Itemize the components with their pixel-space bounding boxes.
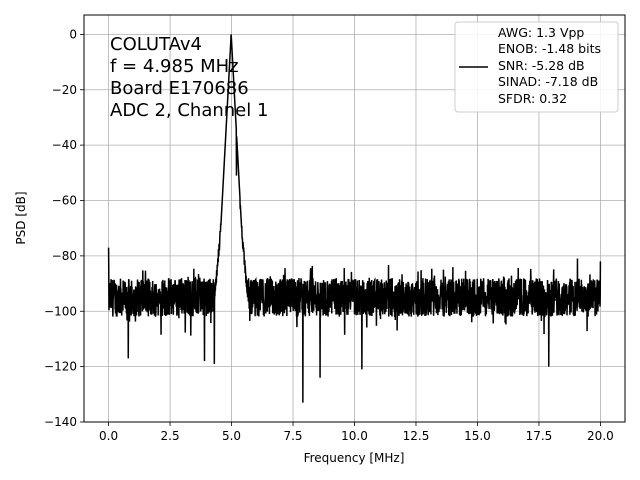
legend-entry: ENOB: -1.48 bits [498, 41, 601, 56]
x-tick-label: 12.5 [403, 429, 430, 443]
annotation-block: COLUTAv4 f = 4.985 MHz Board E170686 ADC… [110, 34, 268, 121]
y-tick-label: −120 [44, 360, 77, 374]
legend-entry: SFDR: 0.32 [498, 91, 567, 106]
legend-entry: AWG: 1.3 Vpp [498, 25, 584, 40]
y-axis-label: PSD [dB] [14, 191, 28, 244]
plot-frame [83, 14, 626, 423]
psd-series-line [107, 34, 602, 403]
y-tick-label: −140 [44, 415, 77, 429]
annotation-line: COLUTAv4 [110, 34, 202, 55]
x-tick-label: 10.0 [341, 429, 368, 443]
y-tick-label: −80 [52, 249, 77, 263]
annotation-line: ADC 2, Channel 1 [110, 100, 268, 121]
legend: AWG: 1.3 Vpp ENOB: -1.48 bits SNR: -5.28… [454, 21, 619, 113]
legend-entry: SINAD: -7.18 dB [498, 74, 598, 89]
x-tick-label: 0.0 [99, 429, 118, 443]
x-tick-label: 15.0 [464, 429, 491, 443]
x-tick-label: 20.0 [587, 429, 614, 443]
x-tick-label: 5.0 [222, 429, 241, 443]
y-tick-label: 0 [69, 27, 77, 41]
x-axis-label: Frequency [MHz] [304, 451, 405, 465]
legend-box [454, 21, 619, 113]
annotation-line: Board E170686 [110, 78, 249, 99]
x-axis-ticks: 0.0 2.5 5.0 7.5 10.0 12.5 15.0 17.5 20.0 [99, 422, 614, 443]
x-tick-label: 7.5 [283, 429, 302, 443]
y-tick-label: −100 [44, 304, 77, 318]
x-tick-label: 17.5 [526, 429, 553, 443]
y-axis-ticks: 0 −20 −40 −60 −80 −100 −120 −140 [44, 27, 84, 429]
annotation-line: f = 4.985 MHz [110, 56, 239, 77]
legend-entry: SNR: -5.28 dB [498, 58, 585, 73]
y-tick-label: −60 [52, 194, 77, 208]
x-tick-label: 2.5 [161, 429, 180, 443]
y-tick-label: −20 [52, 83, 77, 97]
y-tick-label: −40 [52, 138, 77, 152]
